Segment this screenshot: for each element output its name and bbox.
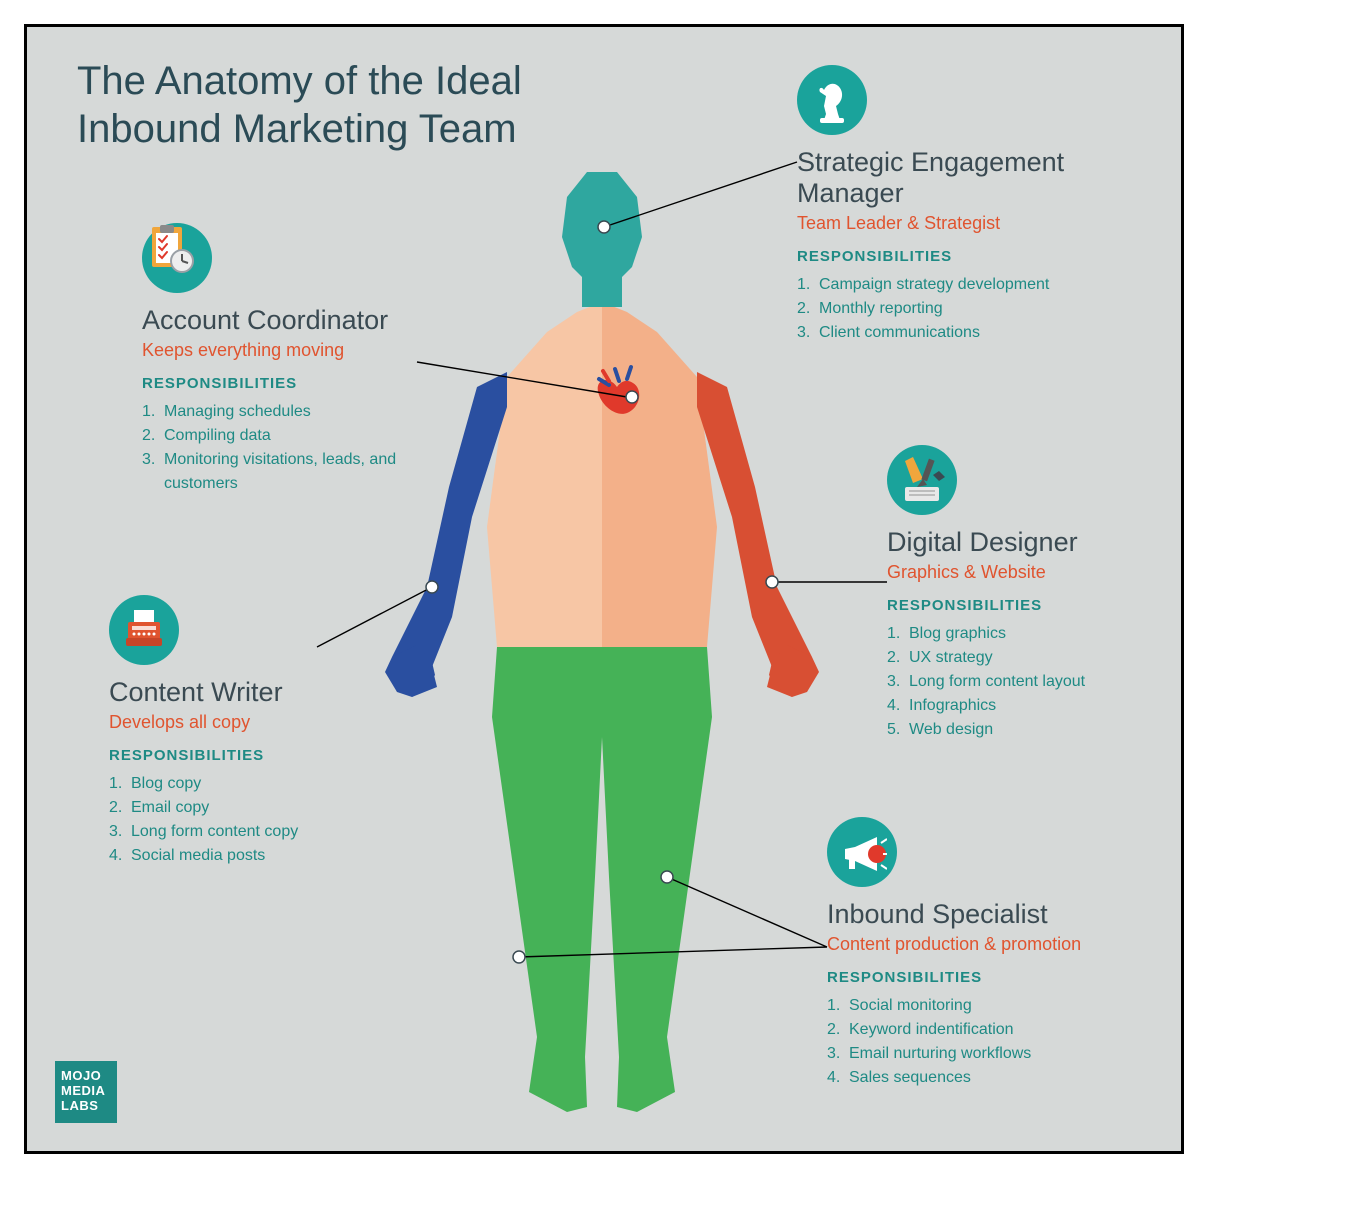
list-item: Social media posts (109, 844, 389, 868)
role-title: Digital Designer (887, 527, 1177, 558)
list-item: Infographics (887, 694, 1177, 718)
responsibilities-label: RESPONSIBILITIES (142, 375, 422, 392)
list-item: Social monitoring (827, 994, 1157, 1018)
role-title: Content Writer (109, 677, 389, 708)
role-subtitle: Develops all copy (109, 712, 389, 733)
role-account-coordinator: Account Coordinator Keeps everything mov… (142, 223, 422, 496)
list-item: Managing schedules (142, 400, 422, 424)
infographic-frame: The Anatomy of the Ideal Inbound Marketi… (24, 24, 1184, 1154)
responsibilities-list: Campaign strategy development Monthly re… (797, 273, 1137, 345)
responsibilities-label: RESPONSIBILITIES (887, 597, 1177, 614)
list-item: Long form content copy (109, 820, 389, 844)
responsibilities-label: RESPONSIBILITIES (797, 248, 1137, 265)
list-item: Email copy (109, 796, 389, 820)
mojo-media-labs-logo: MOJO MEDIA LABS (55, 1061, 117, 1123)
outer-frame: The Anatomy of the Ideal Inbound Marketi… (0, 0, 1361, 1215)
role-content-writer: Content Writer Develops all copy RESPONS… (109, 595, 389, 868)
role-digital-designer: Digital Designer Graphics & Website RESP… (887, 445, 1177, 742)
typewriter-icon (109, 595, 179, 665)
responsibilities-list: Social monitoring Keyword indentificatio… (827, 994, 1157, 1090)
role-inbound-specialist: Inbound Specialist Content production & … (827, 817, 1157, 1090)
list-item: Sales sequences (827, 1066, 1157, 1090)
role-title: Inbound Specialist (827, 899, 1157, 930)
list-item: Campaign strategy development (797, 273, 1137, 297)
list-item: Long form content layout (887, 670, 1177, 694)
responsibilities-list: Blog graphics UX strategy Long form cont… (887, 622, 1177, 742)
list-item: Blog copy (109, 772, 389, 796)
role-subtitle: Content production & promotion (827, 934, 1157, 955)
logo-line: LABS (61, 1099, 111, 1114)
responsibilities-label: RESPONSIBILITIES (827, 969, 1157, 986)
list-item: Monitoring visitations, leads, and custo… (142, 448, 422, 496)
role-subtitle: Graphics & Website (887, 562, 1177, 583)
clipboard-clock-icon (142, 223, 212, 293)
role-strategic-engagement-manager: Strategic Engagement Manager Team Leader… (797, 65, 1137, 345)
list-item: UX strategy (887, 646, 1177, 670)
human-figure (377, 157, 827, 1127)
design-tools-icon (887, 445, 957, 515)
page-title: The Anatomy of the Ideal Inbound Marketi… (77, 57, 597, 153)
role-title: Strategic Engagement Manager (797, 147, 1137, 209)
logo-line: MOJO (61, 1069, 111, 1084)
responsibilities-list: Blog copy Email copy Long form content c… (109, 772, 389, 868)
list-item: Monthly reporting (797, 297, 1137, 321)
list-item: Blog graphics (887, 622, 1177, 646)
responsibilities-label: RESPONSIBILITIES (109, 747, 389, 764)
responsibilities-list: Managing schedules Compiling data Monito… (142, 400, 422, 496)
list-item: Client communications (797, 321, 1137, 345)
role-title: Account Coordinator (142, 305, 422, 336)
list-item: Keyword indentification (827, 1018, 1157, 1042)
megaphone-icon (827, 817, 897, 887)
knight-icon (797, 65, 867, 135)
list-item: Web design (887, 718, 1177, 742)
role-subtitle: Keeps everything moving (142, 340, 422, 361)
role-subtitle: Team Leader & Strategist (797, 213, 1137, 234)
logo-line: MEDIA (61, 1084, 111, 1099)
list-item: Email nurturing workflows (827, 1042, 1157, 1066)
list-item: Compiling data (142, 424, 422, 448)
